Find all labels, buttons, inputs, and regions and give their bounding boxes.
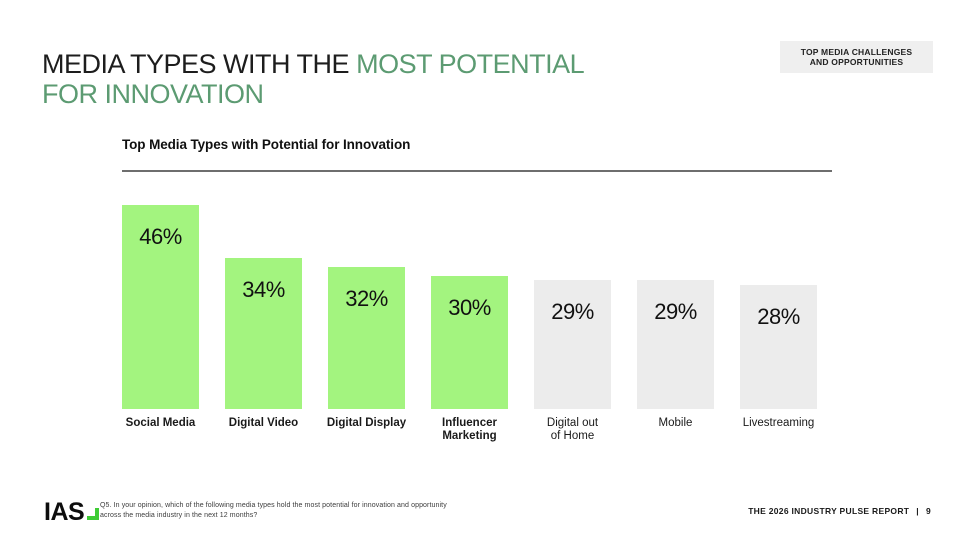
report-label: THE 2026 INDUSTRY PULSE REPORT [748,506,910,516]
report-separator: | [916,506,919,516]
bar-value-livestreaming: 28% [757,304,800,329]
page-title-green-line1: MOST POTENTIAL [356,49,585,80]
bars-row: 46% Social Media 34% Digital Video 32% Digita… [122,205,817,442]
bar-mobile: 29% Mobile [637,280,714,429]
bar-digital-video: 34% Digital Video [225,258,302,429]
bar-value-influencer-marketing: 30% [448,295,491,320]
bar-digital-display: 32% Digital Display [327,267,406,429]
bar-label-digital-out-of-home: Digital out of Home [546,417,599,442]
bar-label-social-media: Social Media [125,417,196,429]
bar-label-digital-display: Digital Display [326,417,407,429]
chart-title: Top Media Types with Potential for Innov… [122,137,411,152]
page-title-green-line2: FOR INNOVATION [42,79,264,110]
bar-value-digital-display: 32% [345,286,388,311]
bar-label-influencer-marketing: Influencer Marketing [442,417,497,442]
chart-header: Top Media Types with Potential for Innov… [122,137,832,172]
page-title-black: MEDIA TYPES WITH THE [42,49,350,80]
bar-livestreaming: 28% Livestreaming [740,285,817,429]
bar-value-social-media: 46% [139,224,182,249]
footnote-line2: across the media industry in the next 12… [100,511,258,519]
bar-influencer-marketing: 30% Influencer Marketing [431,276,508,442]
bar-label-mobile: Mobile [658,417,693,429]
report-page-number: 9 [925,506,931,516]
bar-label-digital-video: Digital Video [228,417,299,429]
bar-value-digital-video: 34% [242,277,285,302]
badge-line1: TOP MEDIA CHALLENGES [800,46,913,57]
badge-line2: AND OPPORTUNITIES [809,57,904,67]
footnote: Q5. In your opinion, which of the follow… [100,501,447,520]
bar-value-digital-out-of-home: 29% [551,299,594,324]
ias-logo: IAS [44,498,100,526]
page-title: MEDIA TYPES WITH THE MOST POTENTIAL FOR I… [42,49,585,110]
ias-logo-text: IAS [44,498,85,526]
bar-social-media: 46% Social Media [122,205,199,429]
footnote-line1: Q5. In your opinion, which of the follow… [100,502,447,509]
report-footer: THE 2026 INDUSTRY PULSE REPORT | 9 [748,506,931,516]
bar-label-livestreaming: Livestreaming [742,417,815,429]
top-right-badge: TOP MEDIA CHALLENGES AND OPPORTUNITIES [780,41,933,73]
chart-title-rule [122,170,832,172]
bar-digital-out-of-home: 29% Digital out of Home [534,280,611,442]
ias-step-icon [87,508,100,520]
bar-value-mobile: 29% [654,299,697,324]
